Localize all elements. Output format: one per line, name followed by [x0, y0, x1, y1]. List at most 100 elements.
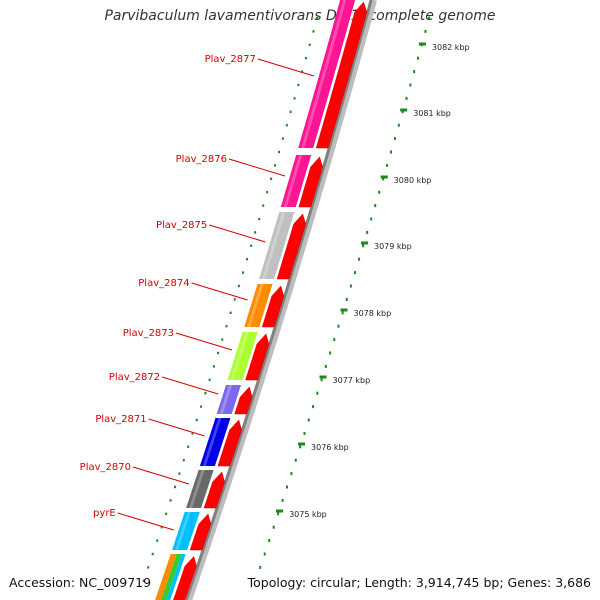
- gene-segment-partial: [155, 554, 177, 600]
- inner-tick: [174, 485, 177, 489]
- inner-tick: [289, 110, 292, 113]
- minor-tick: [316, 391, 319, 395]
- tick-label: 3076 kbp: [311, 443, 349, 452]
- gene-label: Plav_2872: [109, 372, 160, 383]
- gene-label: Plav_2871: [95, 414, 146, 425]
- inner-tick: [160, 526, 163, 529]
- gene-arrow: [315, 1, 368, 149]
- minor-tick: [299, 445, 302, 449]
- gene-segment: [227, 332, 258, 380]
- tick-label: 3078 kbp: [353, 309, 391, 318]
- gene-segment: [216, 385, 241, 414]
- inner-tick: [316, 16, 319, 20]
- gene-segment: [199, 418, 231, 466]
- minor-tick: [312, 405, 315, 409]
- gene-leader-line: [117, 512, 174, 531]
- inner-tick: [297, 83, 300, 87]
- gene-arrow: [189, 513, 212, 551]
- minor-tick: [333, 338, 336, 342]
- major-tick: [276, 509, 284, 513]
- gene-arrow: [298, 156, 323, 208]
- inner-tick: [156, 539, 159, 542]
- gene-segment: [280, 155, 312, 207]
- major-tick: [298, 442, 306, 446]
- gene-arrow: [203, 471, 225, 509]
- tick-label: 3079 kbp: [374, 242, 412, 251]
- inner-tick: [241, 271, 244, 274]
- inner-tick: [278, 150, 281, 154]
- gene-segment: [298, 0, 356, 148]
- inner-tick: [217, 351, 220, 355]
- tick-label: 3077 kbp: [333, 376, 371, 385]
- inner-tick: [200, 405, 203, 408]
- minor-tick: [263, 552, 266, 556]
- minor-tick: [366, 230, 369, 234]
- minor-tick: [386, 163, 389, 167]
- tick-label: 3081 kbp: [413, 109, 451, 118]
- gene-segment-highlight: [247, 284, 264, 327]
- gene-leader-line: [148, 418, 205, 437]
- gene-leader-line: [161, 376, 219, 395]
- gene-segment-highlight: [230, 332, 249, 380]
- tick-label: 3080 kbp: [394, 176, 432, 185]
- gene-segment-highlight: [219, 385, 232, 414]
- inner-tick: [187, 445, 190, 448]
- accession-text: Accession: NC_009719: [9, 575, 152, 590]
- gene-arrow-track: [173, 1, 368, 600]
- minor-tick: [424, 29, 427, 33]
- gene-arrow: [217, 419, 242, 467]
- gene-segment-partial: [166, 554, 186, 600]
- minor-tick: [268, 539, 271, 543]
- gene-arrow: [234, 386, 253, 415]
- gene-segment-highlight: [202, 418, 222, 466]
- gene-segment-partial: [161, 554, 182, 600]
- inner-tick: [266, 191, 269, 194]
- inner-tick: [208, 378, 211, 381]
- minor-tick: [341, 311, 344, 315]
- minor-tick: [397, 123, 400, 127]
- inner-tick: [262, 204, 265, 207]
- inner-tick: [293, 97, 296, 100]
- major-tick: [360, 241, 368, 245]
- gene-leader-line: [132, 466, 190, 485]
- gene-segment: [259, 212, 295, 279]
- gene-label: Plav_2874: [138, 278, 189, 289]
- minor-tick: [294, 458, 297, 462]
- major-tick: [340, 308, 348, 312]
- inner-tick: [312, 30, 315, 33]
- inner-tick: [270, 177, 273, 180]
- gene-arrow-partial: [173, 556, 197, 600]
- inner-tick: [274, 164, 277, 167]
- inner-tick: [258, 217, 261, 221]
- tick-label: 3082 kbp: [432, 43, 470, 52]
- inner-tick: [178, 472, 181, 475]
- inner-tick: [254, 231, 257, 234]
- inner-tick: [195, 418, 198, 422]
- inner-tick: [169, 499, 172, 502]
- minor-tick: [349, 284, 352, 288]
- minor-tick: [329, 351, 332, 355]
- minor-tick: [401, 110, 404, 114]
- minor-tick: [303, 431, 306, 435]
- topology-summary: Topology: circular; Length: 3,914,745 bp…: [247, 575, 591, 590]
- minor-tick: [281, 498, 284, 502]
- gene-segment-highlight: [262, 212, 286, 279]
- gene-leader-line: [175, 332, 233, 351]
- inner-tick: [204, 392, 207, 395]
- minor-tick: [358, 257, 361, 261]
- inner-tick: [165, 512, 168, 515]
- inner-tick: [250, 244, 253, 247]
- minor-tick: [286, 485, 289, 489]
- map-title: Parvibaculum lavamentivorans DS-1, compl…: [104, 8, 496, 24]
- minor-tick: [374, 204, 377, 208]
- tick-label: 3075 kbp: [289, 510, 327, 519]
- minor-tick: [390, 150, 393, 154]
- gene-labels: Plav_2877 Plav_2876 Plav_2875 Plav_2874 Plav…: [80, 54, 315, 531]
- gene-arrow: [245, 333, 270, 381]
- inner-tick: [246, 258, 249, 261]
- minor-tick: [345, 297, 348, 301]
- gene-leader-line: [228, 158, 286, 177]
- backbone-track: [184, 0, 377, 600]
- minor-tick: [416, 56, 419, 60]
